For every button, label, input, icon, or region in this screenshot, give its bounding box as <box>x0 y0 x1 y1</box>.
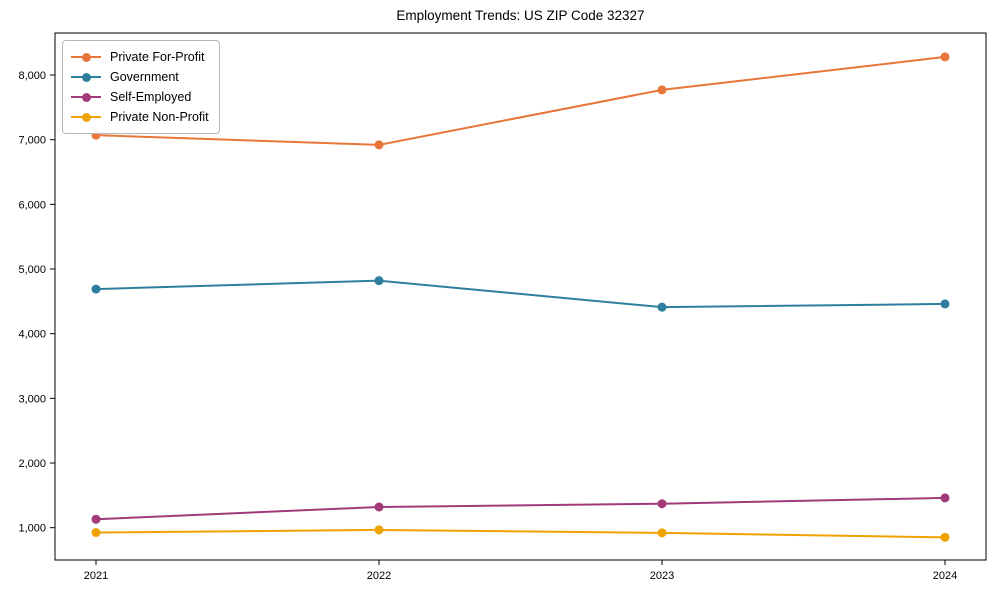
svg-text:2022: 2022 <box>367 570 391 582</box>
line-marker-icon <box>71 52 101 62</box>
legend: Private For-Profit Government Self-Emplo… <box>62 40 220 134</box>
legend-item-private-for-profit: Private For-Profit <box>71 47 209 67</box>
svg-text:1,000: 1,000 <box>18 523 46 535</box>
svg-text:2023: 2023 <box>650 570 674 582</box>
legend-item-self-employed: Self-Employed <box>71 87 209 107</box>
legend-label: Self-Employed <box>110 90 192 104</box>
legend-label: Private Non-Profit <box>110 110 209 124</box>
legend-label: Government <box>110 70 179 84</box>
svg-text:8,000: 8,000 <box>18 70 46 82</box>
svg-text:7,000: 7,000 <box>18 135 46 147</box>
svg-text:4,000: 4,000 <box>18 329 46 341</box>
svg-text:2021: 2021 <box>84 570 108 582</box>
svg-text:2,000: 2,000 <box>18 458 46 470</box>
svg-text:2024: 2024 <box>933 570 957 582</box>
chart-title: Employment Trends: US ZIP Code 32327 <box>396 8 645 23</box>
svg-text:3,000: 3,000 <box>18 393 46 405</box>
line-marker-icon <box>71 72 101 82</box>
legend-item-private-non-profit: Private Non-Profit <box>71 107 209 127</box>
line-marker-icon <box>71 92 101 102</box>
line-marker-icon <box>71 112 101 122</box>
legend-item-government: Government <box>71 67 209 87</box>
legend-label: Private For-Profit <box>110 50 205 64</box>
svg-text:6,000: 6,000 <box>18 199 46 211</box>
svg-text:5,000: 5,000 <box>18 264 46 276</box>
